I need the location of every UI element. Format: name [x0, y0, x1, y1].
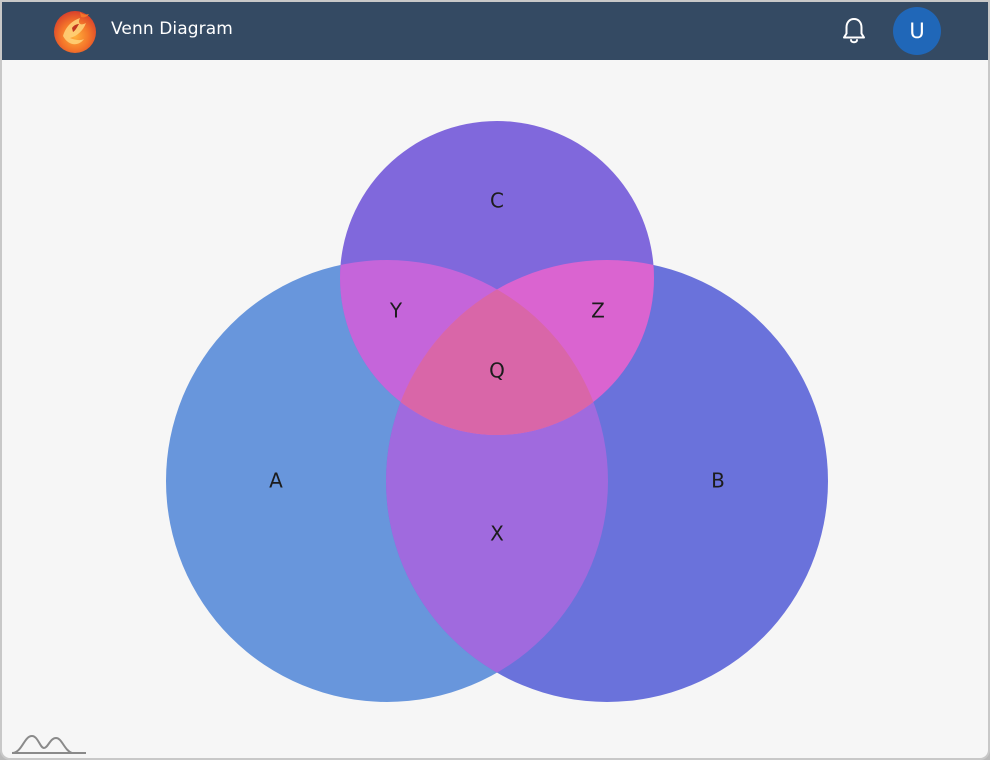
label-b: B	[711, 469, 725, 493]
app-title: Venn Diagram	[111, 19, 233, 39]
label-z: Z	[591, 299, 605, 323]
user-avatar[interactable]: U	[893, 7, 941, 55]
venn-diagram: C Y Z Q A B X	[166, 121, 828, 702]
wave-icon	[11, 734, 86, 754]
label-q: Q	[489, 359, 505, 383]
bell-icon[interactable]	[840, 16, 868, 46]
label-a: A	[269, 469, 283, 493]
top-bar: Venn Diagram U	[2, 2, 988, 60]
label-x: X	[490, 522, 504, 546]
label-y: Y	[389, 299, 403, 323]
main-content: C Y Z Q A B X	[2, 60, 988, 758]
label-c: C	[490, 189, 504, 213]
phoenix-logo-icon[interactable]	[50, 6, 100, 56]
